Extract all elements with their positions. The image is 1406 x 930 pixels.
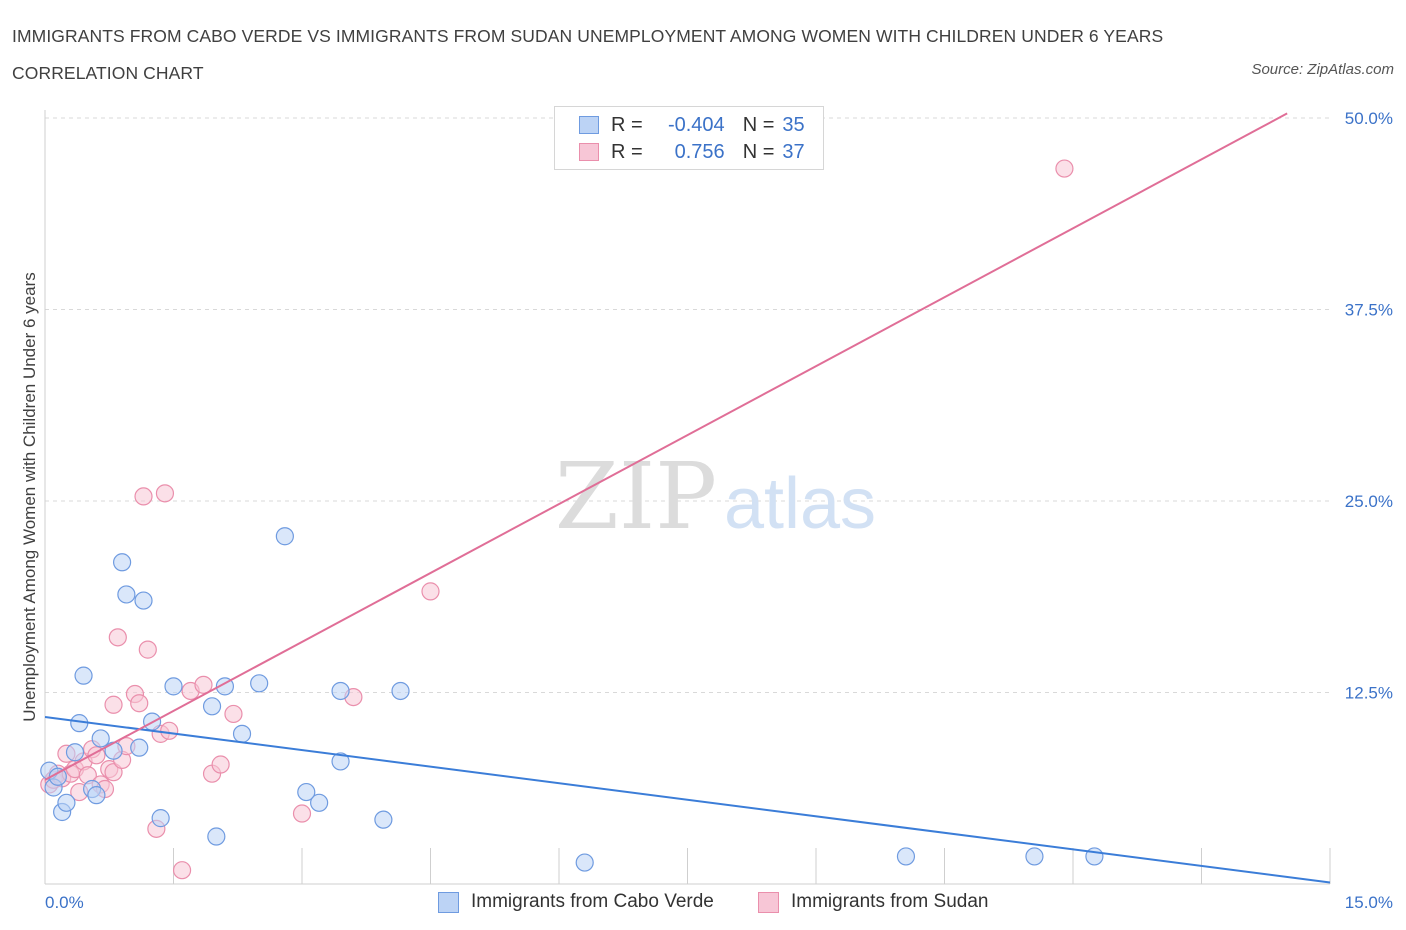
x-tick-marks [44,848,1331,884]
legend-swatch-blue [579,116,599,134]
cabo-verde-point[interactable] [275,527,294,546]
legend-r-value: 0.756 [674,140,725,163]
legend-row-sudan: R = 0.756 N = 37 [579,139,805,165]
cabo-verde-point[interactable] [134,591,153,610]
y-tick-label: 37.5% [1345,301,1393,320]
cabo-verde-trend-line [44,716,1331,884]
cabo-verde-point[interactable] [331,681,350,701]
legend-swatch-blue [438,891,459,913]
x-tick-label-max: 15.0% [1345,893,1393,912]
cabo-verde-point[interactable] [164,677,183,696]
sudan-point[interactable] [138,640,157,659]
watermark: ZIP atlas [555,443,876,550]
cabo-verde-points [40,527,1104,872]
y-tick-label: 50.0% [1345,109,1393,128]
legend-swatch-pink [579,143,599,161]
sudan-point[interactable] [1055,159,1074,178]
sudan-point[interactable] [130,694,149,713]
sudan-point[interactable] [104,695,123,714]
legend-swatch-pink [758,891,779,913]
sudan-point[interactable] [224,704,243,724]
sudan-point[interactable] [211,755,230,774]
cabo-verde-point[interactable] [202,697,222,716]
cabo-verde-point[interactable] [87,786,106,805]
legend-n-value: 37 [782,140,805,163]
cabo-verde-point[interactable] [391,681,410,701]
cabo-verde-point[interactable] [130,738,149,757]
sudan-point[interactable] [108,628,127,647]
sudan-point[interactable] [155,484,175,503]
sudan-point[interactable] [421,582,440,601]
legend-r-label: R = [611,113,643,136]
legend-label: Immigrants from Sudan [791,891,989,912]
sudan-point[interactable] [292,804,312,823]
cabo-verde-point[interactable] [65,743,85,762]
bottom-legend-cabo-verde[interactable]: Immigrants from Cabo Verde [438,889,714,915]
cabo-verde-point[interactable] [374,810,393,829]
y-tick-labels: 12.5% 25.0% 37.5% 50.0% [1345,109,1393,703]
cabo-verde-point[interactable] [117,585,136,604]
sudan-point[interactable] [134,487,153,506]
y-tick-label: 25.0% [1345,492,1393,511]
grid [45,117,1330,693]
bottom-legend-sudan[interactable]: Immigrants from Sudan [758,889,988,915]
cabo-verde-point[interactable] [207,827,226,846]
legend-n-value: 35 [782,113,805,136]
cabo-verde-point[interactable] [232,724,252,743]
cabo-verde-point[interactable] [310,793,329,812]
watermark-atlas: atlas [724,464,876,544]
x-tick-labels: 0.0% 15.0% [45,893,1393,912]
watermark-zip: ZIP [555,443,717,550]
sudan-point[interactable] [160,721,179,740]
cabo-verde-point[interactable] [112,553,132,572]
cabo-verde-point[interactable] [297,782,316,802]
chart-title: IMMIGRANTS FROM CABO VERDE VS IMMIGRANTS… [12,26,1164,83]
cabo-verde-point[interactable] [1025,847,1044,866]
legend-n-label: N = [742,140,775,163]
sudan-point[interactable] [194,675,213,694]
cabo-verde-point[interactable] [331,752,350,771]
trend-lines [44,112,1331,884]
cabo-verde-point[interactable] [575,853,594,872]
cabo-verde-point[interactable] [57,793,76,812]
x-tick-label-min: 0.0% [45,893,84,912]
cabo-verde-point[interactable] [104,741,123,760]
cabo-verde-point[interactable] [74,666,93,685]
cabo-verde-point[interactable] [151,809,170,828]
legend-n-label: N = [742,113,775,136]
cabo-verde-point[interactable] [91,729,110,748]
y-tick-label: 12.5% [1345,684,1393,703]
source-label: Source: ZipAtlas.com [1251,61,1394,78]
y-axis-label: Unemployment Among Women with Children U… [20,272,39,721]
legend-row-cabo-verde: R = -0.404 N = 35 [579,112,805,138]
sudan-point[interactable] [172,861,192,880]
legend-r-value: -0.404 [667,113,725,136]
cabo-verde-point[interactable] [896,847,916,866]
legend-r-label: R = [611,140,643,163]
legend-label: Immigrants from Cabo Verde [471,891,714,912]
cabo-verde-point[interactable] [250,674,269,693]
sudan-trend-line [44,112,1288,781]
correlation-legend: R = -0.404 N = 35 R = 0.756 N = 37 [554,106,824,170]
